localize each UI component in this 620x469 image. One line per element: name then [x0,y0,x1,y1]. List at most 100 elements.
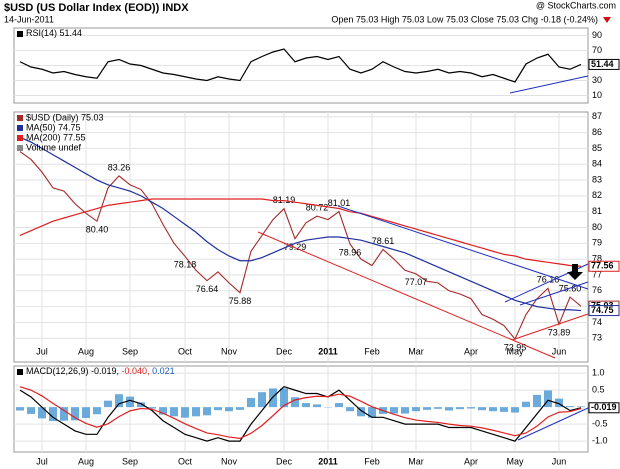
price-tag: 77.56 [591,261,614,271]
value-label: 80.72 [306,202,329,212]
histogram-bar [577,406,585,408]
value-label: 72.95 [504,342,527,352]
histogram-bar [258,392,266,408]
histogram-bar [346,407,354,412]
x-tick-label: Nov [221,346,238,356]
trendline [511,313,589,341]
x-tick-label: Oct [178,346,193,356]
x-tick-label: Aug [78,456,94,466]
x-tick-label: Jun [552,456,567,466]
histogram-bar [434,407,442,409]
legend-label: Volume undef [26,142,82,152]
y-tick-label: 1.0 [592,368,605,378]
x-tick-label: Feb [364,346,380,356]
y-tick-label: 90 [592,30,602,40]
y-tick-label: 70 [592,45,602,55]
histogram-bar [236,407,244,410]
histogram-bar [225,407,233,412]
x-tick-label: Dec [276,346,293,356]
panels [13,27,589,453]
value-label: 83.26 [108,162,131,172]
trendline [337,205,589,290]
y-tick-label: 87 [592,111,602,121]
histogram-bar [126,396,134,408]
y-tick-label: 10 [592,90,602,100]
histogram-bar [71,407,79,421]
histogram-bar [390,407,398,414]
x-tick-label: May [506,456,524,466]
histogram-bar [467,407,475,409]
legend: MACD(12,26,9) -0.019, -0.040, 0.021 [26,366,175,376]
legend-label: MA(200) 77.55 [26,132,86,142]
price-tag-box [588,58,620,70]
price-tag: -0.019 [591,402,617,412]
trendline [567,264,583,280]
y-tick-label: 77 [592,269,602,279]
y-tick-label: 85 [592,143,602,153]
chart-title: $USD (US Dollar Index (EOD)) INDX [4,2,189,14]
trendline [257,231,556,359]
price-tag: 51.44 [591,59,614,69]
histogram-bar [247,397,255,408]
histogram-bar [401,407,409,414]
histogram-bar [533,394,541,408]
legend-swatch [17,31,23,37]
histogram-bar [115,394,123,408]
histogram-bar [148,407,156,409]
histogram-bar [93,407,101,415]
y-tick-label: 82 [592,190,602,200]
series-line [19,386,582,440]
x-tick-label: Apr [464,346,478,356]
y-tick-label: 0.5 [592,385,605,395]
y-tick-label: 83 [592,174,602,184]
x-tick-label: Oct [178,456,193,466]
legend-label: MACD(12,26,9) -0.019, [26,366,122,376]
price-tag-box [588,260,620,272]
histogram-bar [357,407,365,417]
y-tick-label: 81 [592,206,602,216]
histogram-bar [555,398,563,408]
x-tick-label: Aug [78,346,94,356]
histogram-bar [49,407,57,422]
histogram-bar [445,407,453,411]
histogram-bar [170,407,178,417]
value-label: 73.89 [548,328,571,338]
histogram-bar [137,402,145,408]
y-tick-label: 79 [592,238,602,248]
series-line [19,48,582,83]
macd-panel [13,365,589,453]
y-tick-label: 86 [592,127,602,137]
x-tick-label: Jun [552,346,567,356]
histogram-bar [489,407,497,412]
histogram-bar [82,407,90,419]
histogram-bar [511,407,519,413]
histogram-bar [456,407,464,410]
x-tick-label: Sep [122,456,138,466]
x-tick-label: Sep [122,346,138,356]
legend-swatch [17,115,23,121]
histogram-bar [38,407,46,419]
histogram-bar [280,388,288,408]
price-tag-box [588,402,620,414]
y-tick-label: 73 [592,333,602,343]
y-tick-label: 84 [592,159,602,169]
legend-label: 0.021 [152,366,175,376]
x-tick-label: 2011 [318,346,338,356]
histogram-bar [522,401,530,408]
series-line [19,198,582,267]
y-tick-label: -1.0 [592,435,608,445]
legend-label: RSI(14) 51.44 [26,28,82,38]
x-tick-label: Mar [408,346,424,356]
value-label: 78.18 [174,260,197,270]
down-arrow [603,17,611,23]
histogram-bar [335,403,343,408]
value-label: 81.01 [328,198,351,208]
quote: Open 75.03 High 75.03 Low 75.03 Close 75… [331,14,598,24]
histogram-bar [192,407,200,417]
trendline [519,281,589,306]
legend-swatch [17,135,23,141]
x-tick-label: 2011 [318,456,338,466]
histogram-bar [16,407,24,411]
x-tick-label: Dec [276,456,293,466]
x-tick-label: Feb [364,456,380,466]
